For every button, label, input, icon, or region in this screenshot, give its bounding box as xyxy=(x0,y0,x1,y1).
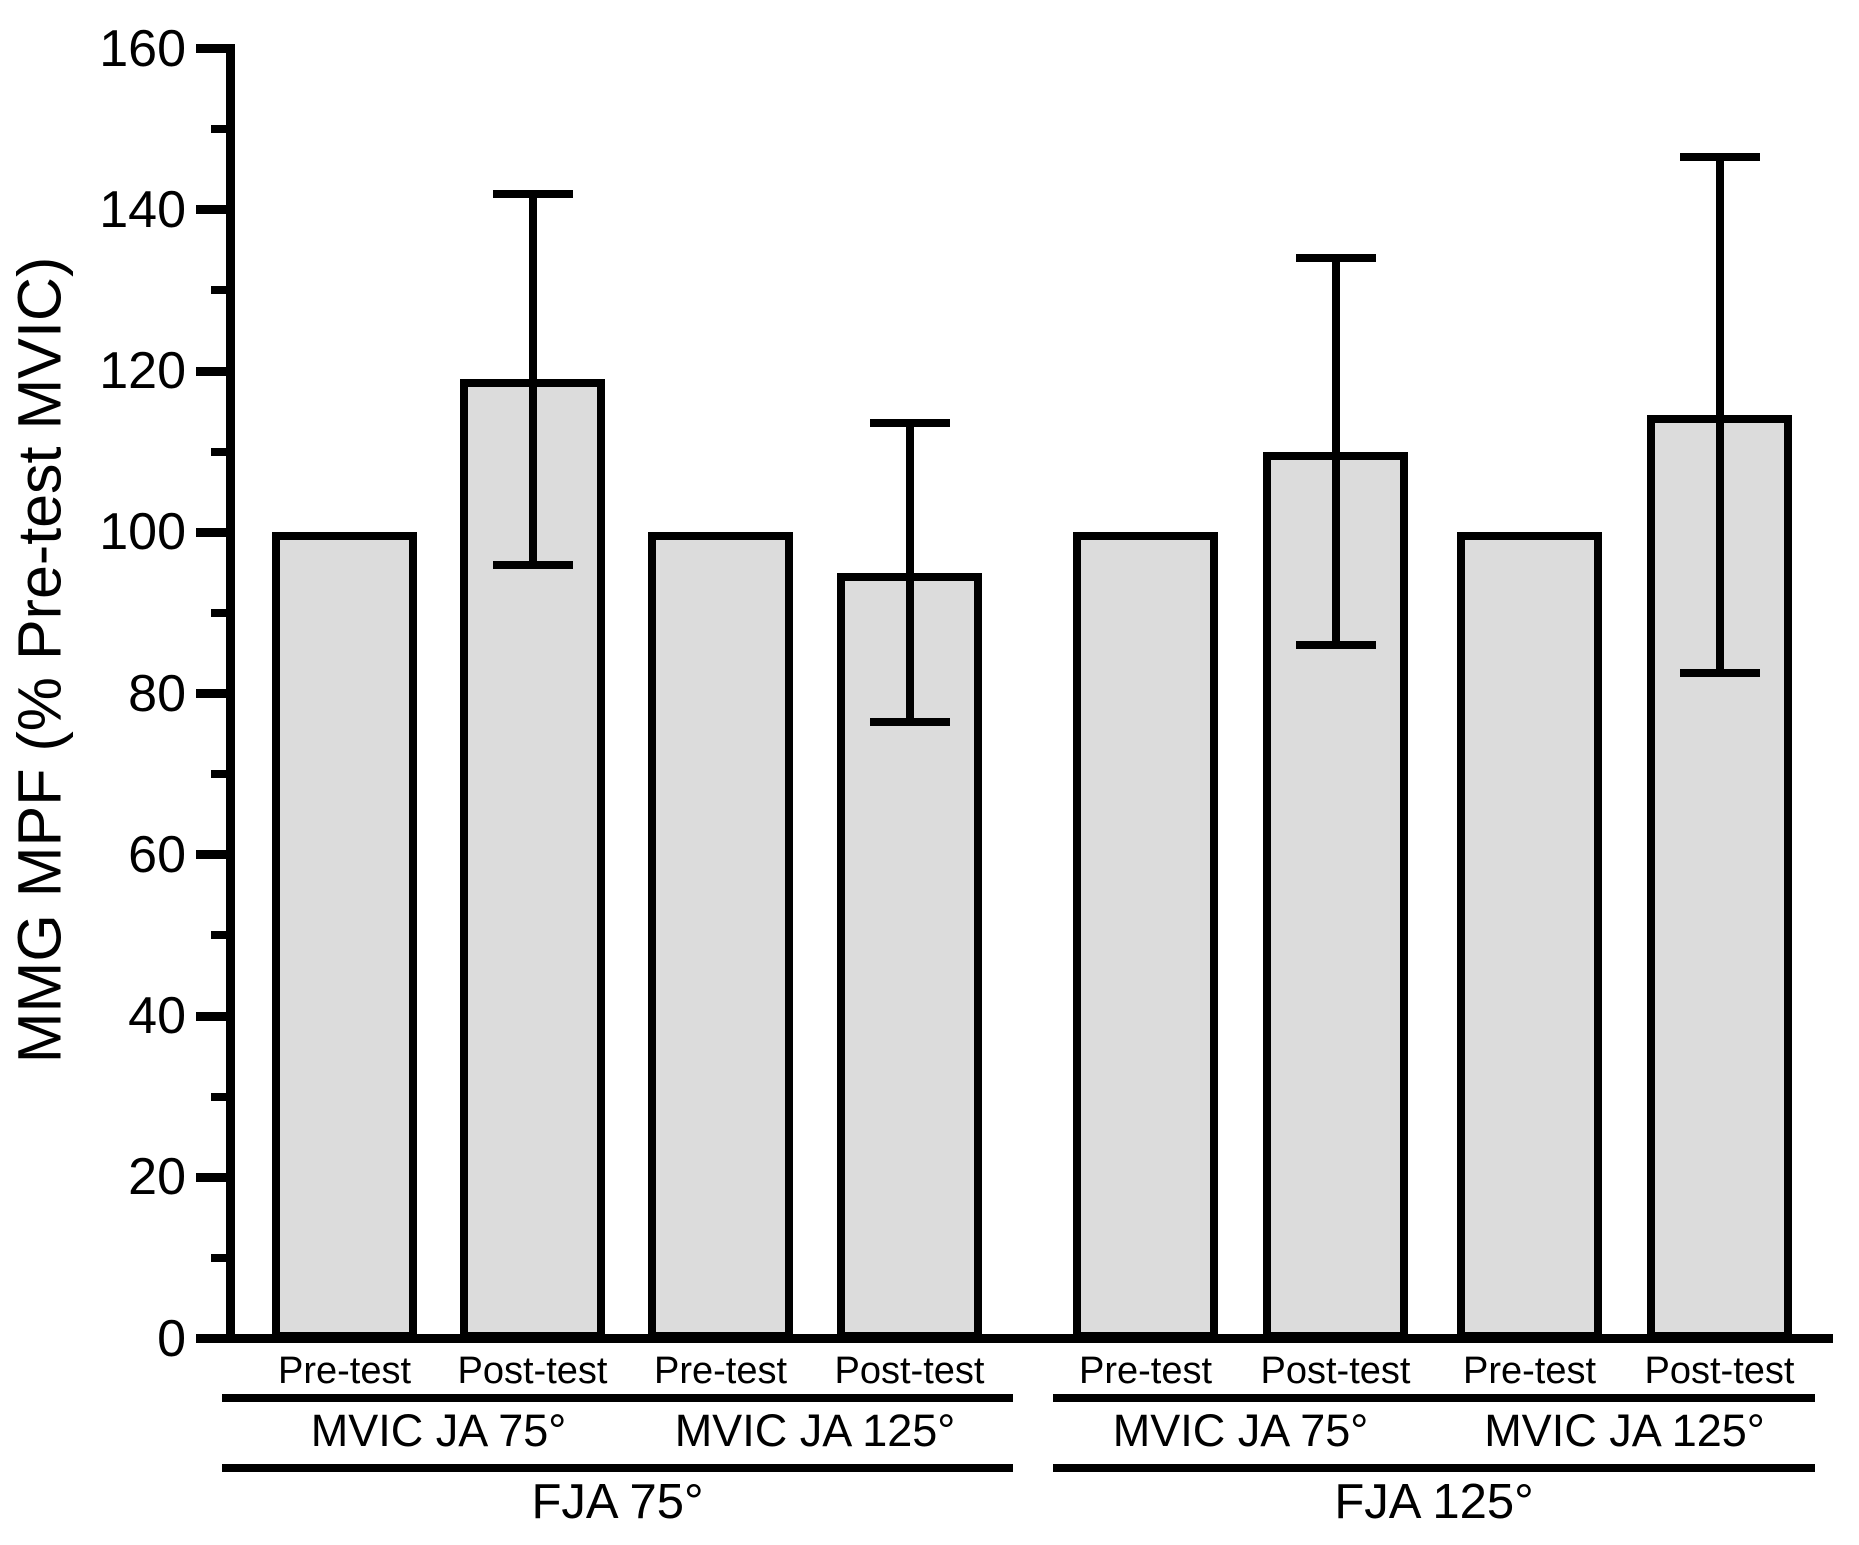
bar xyxy=(1457,532,1602,1340)
y-minor-tick xyxy=(211,447,226,456)
y-major-tick xyxy=(196,366,226,376)
y-axis-spine xyxy=(226,44,235,1343)
y-tick-label: 120 xyxy=(99,342,186,400)
error-bar-line xyxy=(528,193,537,565)
y-major-tick xyxy=(196,527,226,537)
category-separator-line xyxy=(222,1394,1013,1402)
error-bar-cap xyxy=(1679,669,1760,678)
error-bar-cap xyxy=(1295,254,1376,263)
x-tick-label: Pre-test xyxy=(1462,1350,1597,1392)
y-major-tick xyxy=(196,689,226,698)
y-minor-tick xyxy=(211,1092,226,1101)
category-separator-line xyxy=(1053,1464,1815,1472)
group-label: FJA 125° xyxy=(1334,1475,1534,1529)
y-major-tick xyxy=(196,1334,226,1343)
x-axis-line xyxy=(222,1334,1833,1343)
error-bar-cap xyxy=(869,419,950,428)
subgroup-label: MVIC JA 125° xyxy=(674,1405,956,1456)
y-tick-label: 140 xyxy=(99,180,186,239)
error-bar-line xyxy=(1715,157,1724,674)
group-label: FJA 75° xyxy=(531,1475,704,1529)
error-bar-line xyxy=(1331,258,1340,646)
y-tick-label: 0 xyxy=(157,1309,186,1368)
y-tick-label: 40 xyxy=(128,987,186,1045)
y-tick-label: 20 xyxy=(128,1148,186,1207)
bar xyxy=(272,532,417,1340)
y-major-tick xyxy=(196,850,226,860)
error-bar-cap xyxy=(492,560,573,569)
y-minor-tick xyxy=(211,286,226,295)
y-tick-label: 100 xyxy=(99,503,186,562)
bar xyxy=(1263,451,1408,1340)
y-tick-label: 60 xyxy=(128,825,186,884)
y-minor-tick xyxy=(211,931,226,940)
subgroup-label: MVIC JA 75° xyxy=(1112,1405,1369,1456)
y-minor-tick xyxy=(211,1253,226,1262)
subgroup-label: MVIC JA 75° xyxy=(310,1405,567,1456)
y-minor-tick xyxy=(211,608,226,617)
x-tick-label: Pre-test xyxy=(1078,1350,1213,1392)
error-bar-cap xyxy=(1295,641,1376,650)
bar xyxy=(648,532,793,1340)
error-bar-cap xyxy=(869,717,950,726)
y-major-tick xyxy=(196,44,226,53)
bar xyxy=(460,379,605,1340)
y-tick-label: 160 xyxy=(99,19,186,78)
category-separator-line xyxy=(222,1464,1013,1472)
x-tick-label: Post-test xyxy=(1644,1350,1795,1392)
y-major-tick xyxy=(196,1172,226,1182)
category-separator-line xyxy=(1053,1394,1815,1402)
x-tick-label: Pre-test xyxy=(653,1350,788,1392)
y-tick-label: 80 xyxy=(128,664,186,723)
error-bar-cap xyxy=(1679,153,1760,162)
x-tick-label: Post-test xyxy=(834,1350,985,1392)
x-tick-label: Post-test xyxy=(457,1350,608,1392)
subgroup-label: MVIC JA 125° xyxy=(1484,1405,1765,1456)
y-major-tick xyxy=(196,205,226,215)
y-axis-title: MMG MPF (% Pre-test MVIC) xyxy=(5,256,74,1064)
error-bar-line xyxy=(905,423,914,722)
y-major-tick xyxy=(196,1011,226,1021)
bar xyxy=(1073,532,1218,1340)
x-tick-label: Pre-test xyxy=(277,1350,412,1392)
error-bar-cap xyxy=(492,189,573,198)
y-minor-tick xyxy=(211,125,226,134)
y-minor-tick xyxy=(211,770,226,779)
x-tick-label: Post-test xyxy=(1260,1350,1411,1392)
